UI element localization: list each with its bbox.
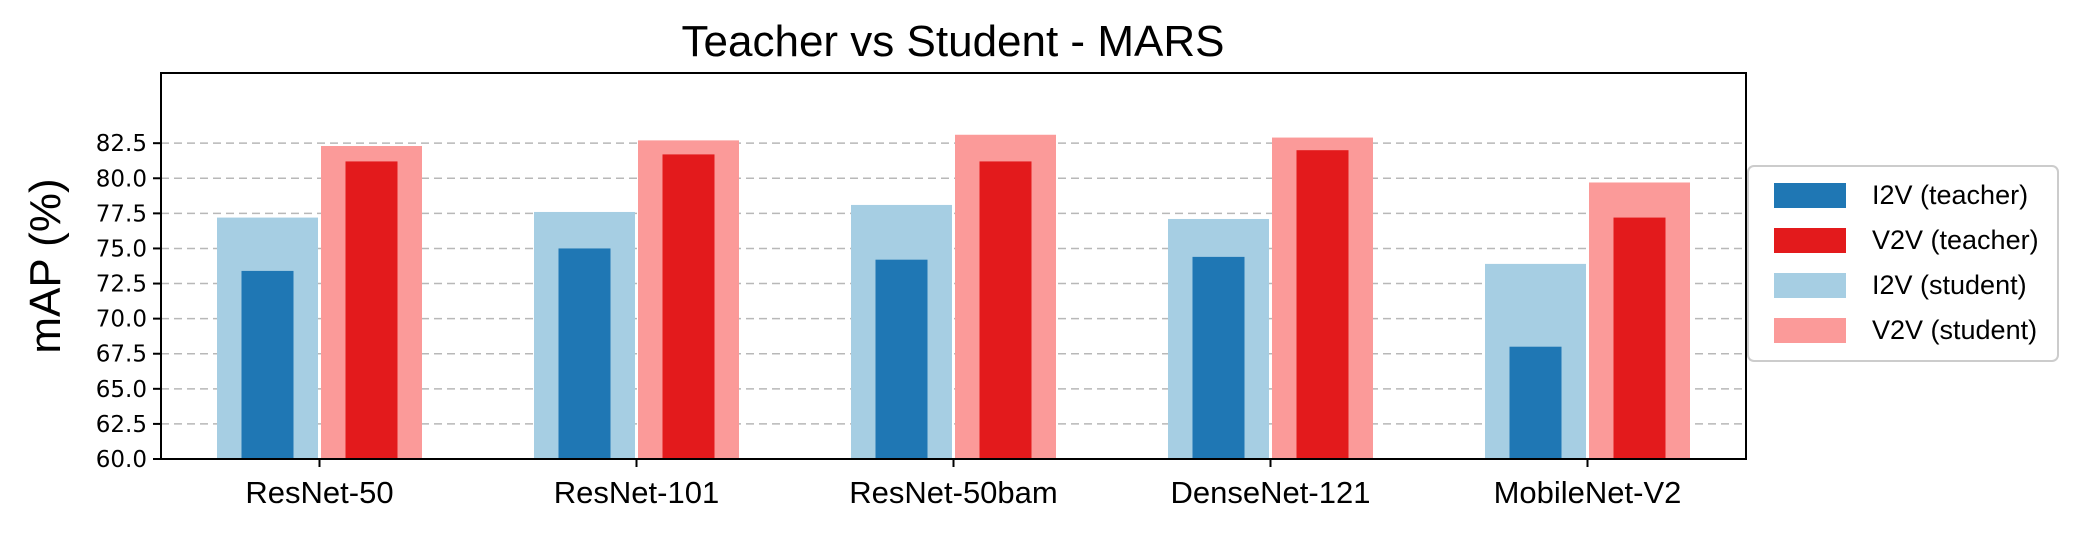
legend-swatch: [1774, 183, 1846, 208]
legend-swatch: [1774, 228, 1846, 253]
y-tick-label: 62.5: [96, 412, 147, 438]
y-tick-label: 80.0: [96, 166, 147, 192]
x-tick-label: MobileNet-V2: [1494, 475, 1682, 510]
x-tick-label: ResNet-50: [245, 475, 393, 510]
chart-title: Teacher vs Student - MARS: [682, 17, 1225, 66]
y-tick-label: 72.5: [96, 272, 147, 298]
y-tick-label: 67.5: [96, 342, 147, 368]
bar-v2v-teacher-3: [1296, 150, 1349, 459]
y-axis-label: mAP (%): [21, 178, 70, 353]
x-tick-label: ResNet-101: [554, 475, 719, 510]
bar-i2v-teacher-4: [1509, 346, 1562, 459]
legend-label: V2V (teacher): [1872, 225, 2039, 255]
legend-swatch: [1774, 273, 1846, 298]
bar-v2v-teacher-1: [662, 154, 715, 460]
y-tick-label: 65.0: [96, 377, 147, 403]
x-tick-label: DenseNet-121: [1171, 475, 1371, 510]
bars: [217, 134, 1690, 460]
grid-lines: [161, 142, 1746, 460]
y-tick-label: 82.5: [96, 131, 147, 157]
bar-v2v-teacher-2: [979, 161, 1032, 460]
bar-i2v-teacher-1: [558, 248, 611, 459]
bar-v2v-teacher-4: [1613, 217, 1666, 459]
x-tick-label: ResNet-50bam: [849, 475, 1057, 510]
legend-swatch: [1774, 318, 1846, 343]
y-axis-ticks: 60.0 62.5 65.0 67.5 70.0 72.5 75.0 77.5 80.0 82.5: [96, 131, 161, 473]
bar-i2v-teacher-2: [875, 259, 928, 459]
y-tick-label: 75.0: [96, 236, 147, 262]
x-axis-ticks: ResNet-50 ResNet-101 ResNet-50bam DenseNet-…: [245, 459, 1681, 510]
y-tick-label: 60.0: [96, 447, 147, 473]
y-tick-label: 70.0: [96, 307, 147, 333]
legend-label: I2V (teacher): [1872, 180, 2028, 210]
legend-label: I2V (student): [1872, 270, 2027, 300]
legend: I2V (teacher) V2V (teacher) I2V (student) V…: [1747, 165, 2059, 362]
legend-label: V2V (student): [1872, 315, 2037, 345]
bar-i2v-teacher-0: [241, 270, 294, 459]
bar-v2v-teacher-0: [345, 161, 398, 460]
bar-i2v-teacher-3: [1192, 256, 1245, 459]
y-tick-label: 77.5: [96, 201, 147, 227]
legend-frame: [1747, 165, 2059, 362]
